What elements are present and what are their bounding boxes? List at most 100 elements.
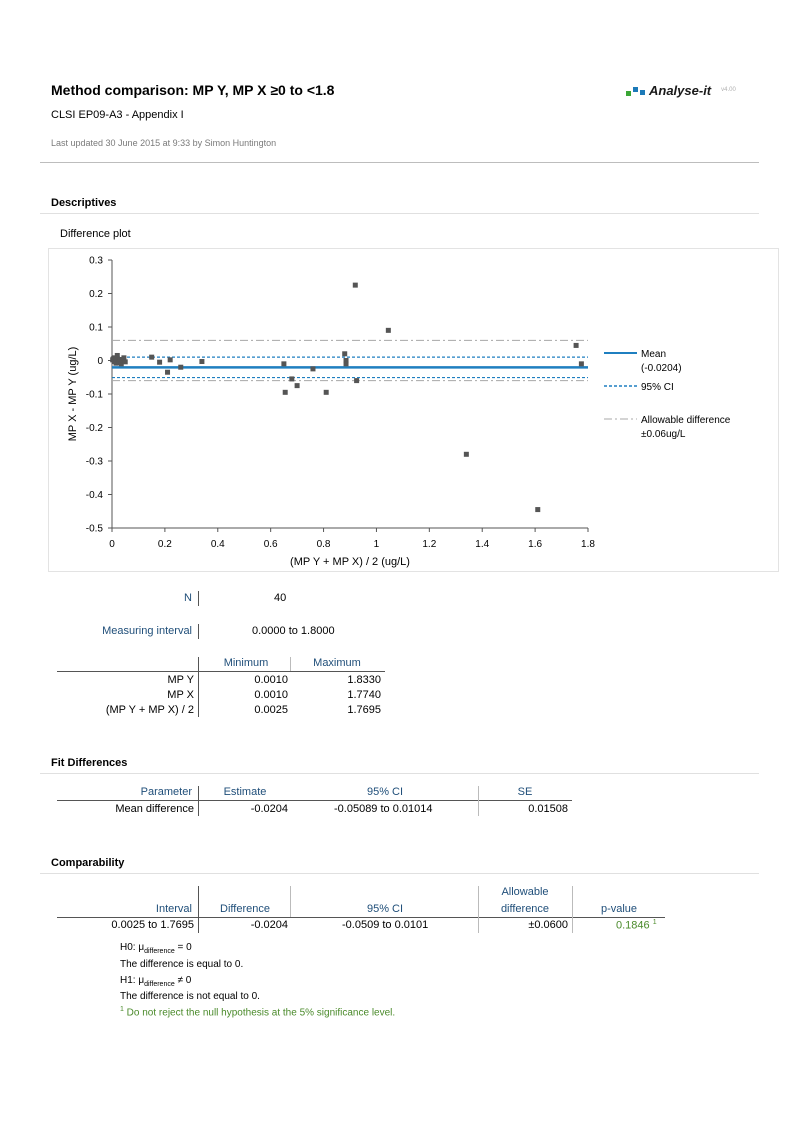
h1-suffix: ≠ 0: [174, 975, 192, 986]
range-row-max: 1.8330: [347, 674, 381, 686]
legend-mean-label: Mean: [641, 349, 666, 360]
data-point: [114, 352, 120, 358]
data-point: [122, 359, 128, 365]
section-divider: [40, 213, 759, 214]
h0-statement: H0: μdifference = 0: [120, 942, 192, 955]
x-tick-label: 1: [374, 539, 380, 550]
data-point: [343, 358, 349, 363]
legend-mean-detail: (-0.0204): [641, 363, 682, 374]
logo-square-icon: [626, 90, 631, 96]
column-separator: [478, 786, 479, 816]
legend-allowable-detail: ±0.06ug/L: [641, 429, 686, 440]
fit-estimate: -0.0204: [250, 803, 288, 815]
data-point: [310, 366, 316, 372]
legend-ci-label: 95% CI: [641, 382, 674, 393]
section-heading-fit-differences: Fit Differences: [51, 757, 128, 769]
h0-subscript: difference: [144, 948, 175, 955]
data-point: [281, 361, 287, 367]
col-header-estimate: Estimate: [223, 786, 267, 798]
col-header-parameter: Parameter: [140, 786, 192, 798]
col-header-maximum: Maximum: [313, 657, 361, 669]
x-tick-label: 0: [109, 539, 115, 550]
x-axis-label: (MP Y + MP X) / 2 (ug/L): [290, 556, 410, 568]
x-tick-label: 1.4: [475, 539, 489, 550]
data-point: [352, 282, 358, 288]
data-point: [113, 360, 119, 366]
col-header-interval: Interval: [155, 903, 192, 915]
data-point: [282, 389, 288, 395]
col-header-ci: 95% CI: [366, 786, 404, 798]
data-point: [578, 361, 584, 367]
y-tick-label: -0.5: [86, 524, 104, 535]
report-subtitle: CLSI EP09-A3 - Appendix I: [51, 109, 184, 121]
y-tick-label: 0.1: [89, 323, 103, 334]
range-row-label: MP X: [167, 689, 194, 701]
logo-wordmark: Analyse-it: [649, 82, 712, 98]
data-point: [385, 327, 391, 333]
col-header-pvalue: p-value: [600, 903, 638, 915]
column-separator: [198, 886, 199, 933]
col-header-difference: Difference: [220, 903, 270, 915]
data-point: [178, 364, 184, 370]
x-tick-label: 0.4: [211, 539, 225, 550]
h1-text: The difference is not equal to 0.: [120, 991, 260, 1002]
data-point: [149, 354, 155, 360]
range-row-min: 0.0010: [254, 674, 288, 686]
data-point: [343, 361, 349, 367]
section-divider: [40, 773, 759, 774]
chart-legend: Mean (-0.0204) 95% CI Allowable differen…: [604, 349, 731, 440]
axes-group: 0.3 0.2 0.1 0 -0.1 -0.2 -0.3 -0.4 -0.5 0 0.2 0.4 0.6…: [86, 256, 596, 551]
data-point: [199, 359, 205, 365]
fit-se: 0.01508: [528, 803, 568, 815]
reference-lines: [112, 339, 588, 382]
last-updated: Last updated 30 June 2015 at 9:33 by Sim…: [51, 138, 277, 148]
comp-allowable: ±0.0600: [528, 919, 568, 931]
h1-prefix: H1: μ: [120, 975, 145, 986]
comp-ci: -0.0509 to 0.0101: [342, 919, 429, 931]
y-axis-label: MP X - MP Y (ug/L): [67, 347, 79, 442]
data-point: [323, 389, 329, 395]
column-separator: [198, 624, 199, 639]
data-point: [573, 342, 579, 348]
comp-pvalue: 0.1846 1: [616, 919, 657, 932]
range-row-label: MP Y: [167, 674, 195, 686]
version-label: v4.00: [721, 87, 736, 93]
pvalue-number: 0.1846: [616, 919, 650, 932]
y-tick-label: -0.2: [86, 423, 104, 434]
data-point: [118, 361, 124, 367]
footnote-marker: 1: [652, 919, 657, 926]
comp-interval: 0.0025 to 1.7695: [111, 919, 194, 931]
plot-title: Difference plot: [60, 228, 131, 240]
range-row-min: 0.0025: [254, 704, 288, 716]
column-separator: [478, 886, 479, 933]
logo-square-icon: [640, 89, 645, 95]
section-heading-descriptives: Descriptives: [51, 197, 117, 209]
range-row-label: (MP Y + MP X) / 2: [105, 704, 194, 716]
range-row-max: 1.7740: [347, 689, 381, 701]
logo-square-icon: [633, 86, 638, 92]
data-point: [463, 451, 469, 457]
column-separator: [572, 886, 573, 933]
legend-allowable-label: Allowable difference: [641, 415, 731, 426]
y-tick-label: -0.3: [86, 457, 104, 468]
table-header-rule: [57, 671, 385, 672]
column-separator: [198, 657, 199, 717]
n-label: N: [184, 592, 192, 604]
y-tick-label: 0.2: [89, 289, 103, 300]
h0-prefix: H0: μ: [120, 942, 145, 953]
data-point: [157, 359, 163, 365]
y-tick-label: 0: [97, 356, 103, 367]
range-row-min: 0.0010: [254, 689, 288, 701]
x-tick-label: 1.6: [528, 539, 542, 550]
col-header-allowable: Allowable: [501, 886, 549, 898]
col-header-minimum: Minimum: [223, 657, 269, 669]
x-tick-label: 0.2: [158, 539, 172, 550]
analyse-it-logo: Analyse-it v4.00: [626, 82, 736, 98]
footnote-number: 1: [120, 1006, 124, 1013]
data-point: [167, 357, 173, 363]
data-point: [165, 369, 171, 375]
data-point: [114, 356, 120, 362]
h1-subscript: difference: [144, 981, 175, 988]
report-title: Method comparison: MP Y, MP X ≥0 to <1.8: [51, 82, 335, 98]
y-tick-label: 0.3: [89, 256, 103, 267]
